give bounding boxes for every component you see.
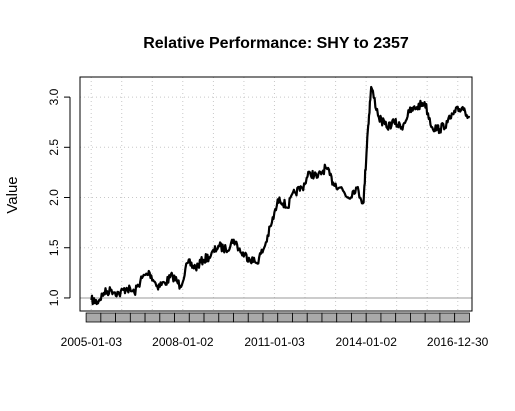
x-axis-segment xyxy=(424,312,441,323)
chart-title: Relative Performance: SHY to 2357 xyxy=(143,35,409,52)
y-tick-label: 2.5 xyxy=(47,139,61,156)
x-axis-segment xyxy=(203,312,220,323)
grid xyxy=(80,77,472,311)
x-axis-segment xyxy=(188,312,205,323)
x-axis-segment xyxy=(336,312,352,323)
x-axis-segment xyxy=(262,312,279,323)
y-tick-label: 1.0 xyxy=(47,289,61,306)
x-axis-segment xyxy=(277,312,293,323)
x-axis-segment xyxy=(454,312,470,323)
series-layer xyxy=(90,85,471,306)
x-axis-segment xyxy=(115,312,131,323)
x-axis-segment xyxy=(233,312,249,323)
x-axis-bar xyxy=(85,312,470,323)
x-axis-segment xyxy=(218,312,234,323)
x-axis-segment xyxy=(159,312,175,323)
x-tick-label: 2008-01-02 xyxy=(152,335,214,349)
x-axis-segment xyxy=(247,312,264,323)
x-axis: 2005-01-03 2008-01-02 2011-01-03 2014-01-02… xyxy=(61,335,489,349)
x-axis-segment xyxy=(144,312,161,323)
x-axis-segment xyxy=(365,312,382,323)
y-tick-label: 2.0 xyxy=(47,189,61,206)
x-axis-segment xyxy=(306,312,323,323)
x-tick-label: 2005-01-03 xyxy=(61,335,123,349)
y-tick-label: 3.0 xyxy=(47,88,61,105)
x-axis-segment xyxy=(292,312,308,323)
x-axis-segment xyxy=(85,312,102,323)
y-axis-label: Value xyxy=(4,176,21,213)
series-line xyxy=(90,85,471,306)
x-axis-segment xyxy=(380,312,397,323)
x-axis-segment xyxy=(351,312,367,323)
x-axis-segment xyxy=(129,312,146,323)
x-axis-segment xyxy=(100,312,116,323)
x-axis-segment xyxy=(321,312,338,323)
x-axis-segment xyxy=(410,312,426,323)
y-axis: 1.0 1.5 2.0 2.5 3.0 xyxy=(47,88,71,306)
y-tick-label: 1.5 xyxy=(47,239,61,256)
x-axis-segment xyxy=(439,312,456,323)
x-axis-segment xyxy=(395,312,411,323)
plot-border xyxy=(79,76,473,312)
x-tick-label: 2016-12-30 xyxy=(427,335,489,349)
x-axis-segment xyxy=(174,312,190,323)
x-tick-label: 2011-01-03 xyxy=(244,335,305,349)
x-tick-label: 2014-01-02 xyxy=(336,335,398,349)
